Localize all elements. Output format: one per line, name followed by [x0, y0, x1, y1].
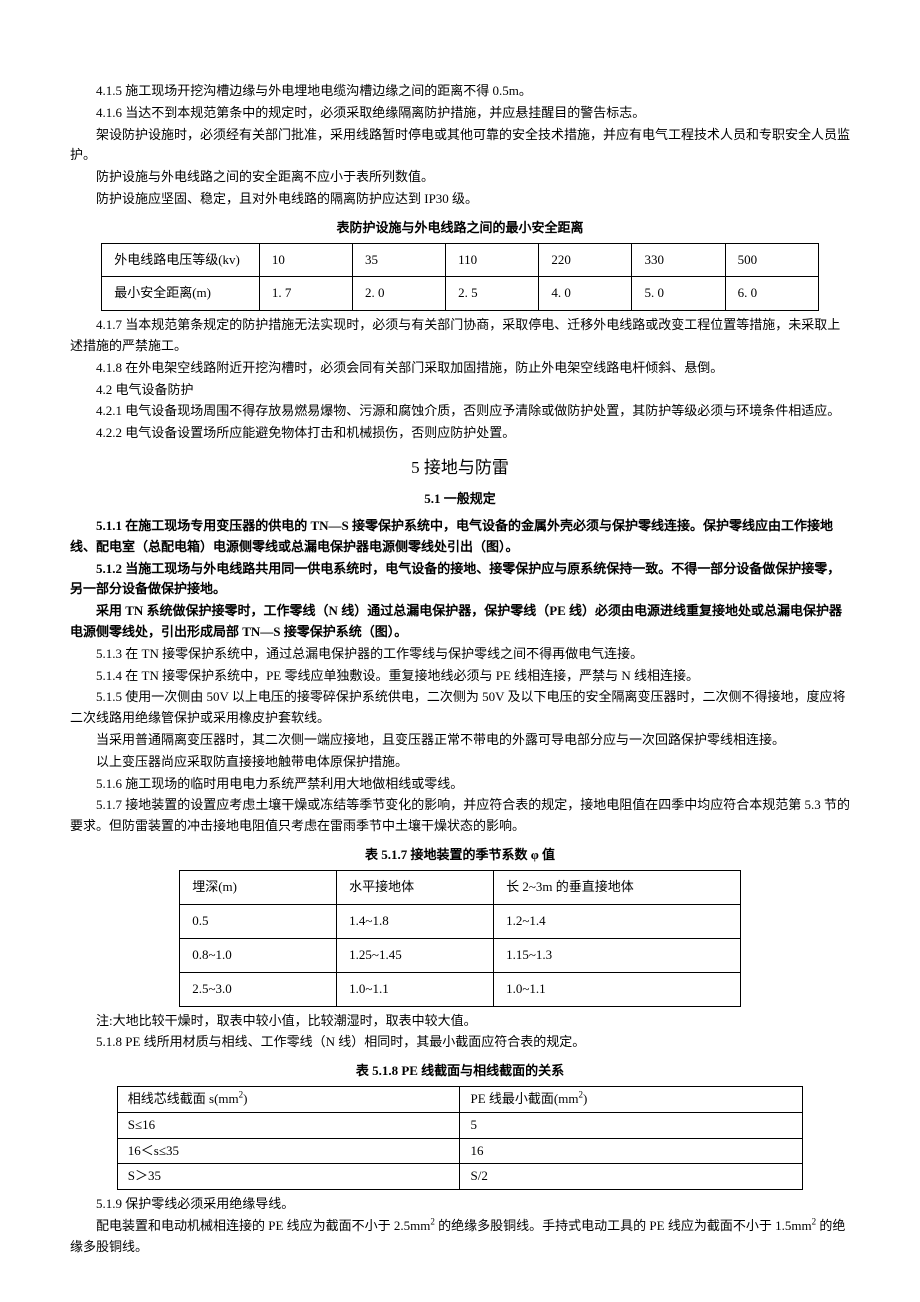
para-5-1-7: 5.1.7 接地装置的设置应考虑土壤干燥或冻结等季节变化的影响，并应符合表的规定… — [70, 795, 850, 837]
para-5-1-8: 5.1.8 PE 线所用材质与相线、工作零线（N 线）相同时，其最小截面应符合表… — [70, 1032, 850, 1053]
section-5-1-title: 5.1 一般规定 — [70, 489, 850, 510]
para-5-1-4: 5.1.4 在 TN 接零保护系统中，PE 零线应单独敷设。重复接地线必须与 P… — [70, 666, 850, 687]
para-isolation-transformer: 当采用普通隔离变压器时，其二次侧一端应接地，且变压器正常不带电的外露可导电部分应… — [70, 730, 850, 751]
para-4-1-8: 4.1.8 在外电架空线路附近开挖沟槽时，必须会同有关部门采取加固措施，防止外电… — [70, 358, 850, 379]
table-row: 0.8~1.0 1.25~1.45 1.15~1.3 — [180, 938, 741, 972]
cell: 水平接地体 — [337, 870, 494, 904]
table-safe-distance: 外电线路电压等级(kv) 10 35 110 220 330 500 最小安全距… — [101, 243, 819, 312]
para-5-1-3: 5.1.3 在 TN 接零保护系统中，通过总漏电保护器的工作零线与保护零线之间不… — [70, 644, 850, 665]
cell: S≤16 — [117, 1112, 460, 1138]
para-4-1-7: 4.1.7 当本规范第条规定的防护措施无法实现时，必须与有关部门协商，采取停电、… — [70, 315, 850, 357]
cell: 330 — [632, 243, 725, 277]
cell: 外电线路电压等级(kv) — [102, 243, 260, 277]
cell: 相线芯线截面 s(mm2) — [117, 1087, 460, 1113]
para-ip30: 防护设施应坚固、稳定，且对外电线路的隔离防护应达到 IP30 级。 — [70, 189, 850, 210]
cell: 长 2~3m 的垂直接地体 — [494, 870, 741, 904]
table-row: 相线芯线截面 s(mm2) PE 线最小截面(mm2) — [117, 1087, 802, 1113]
cell: 0.5 — [180, 904, 337, 938]
para-4-2-1: 4.2.1 电气设备现场周围不得存放易燃易爆物、污源和腐蚀介质，否则应予清除或做… — [70, 401, 850, 422]
cell: PE 线最小截面(mm2) — [460, 1087, 803, 1113]
cell: 最小安全距离(m) — [102, 277, 260, 311]
table2-title: 表 5.1.7 接地装置的季节系数 φ 值 — [70, 845, 850, 866]
cell: 2. 5 — [446, 277, 539, 311]
cell: 1.4~1.8 — [337, 904, 494, 938]
para-transformer-protection: 以上变压器尚应采取防直接接地触带电体原保护措施。 — [70, 752, 850, 773]
cell: S/2 — [460, 1164, 803, 1190]
cell: 6. 0 — [725, 277, 818, 311]
cell: 1.25~1.45 — [337, 938, 494, 972]
para-4-1-6: 4.1.6 当达不到本规范第条中的规定时，必须采取绝缘隔离防护措施，并应悬挂醒目… — [70, 103, 850, 124]
para-safe-distance: 防护设施与外电线路之间的安全距离不应小于表所列数值。 — [70, 167, 850, 188]
cell: 10 — [259, 243, 352, 277]
table-season-coefficient: 埋深(m) 水平接地体 长 2~3m 的垂直接地体 0.5 1.4~1.8 1.… — [179, 870, 741, 1007]
para-5-1-9: 5.1.9 保护零线必须采用绝缘导线。 — [70, 1194, 850, 1215]
table-row: 最小安全距离(m) 1. 7 2. 0 2. 5 4. 0 5. 0 6. 0 — [102, 277, 819, 311]
table-row: 16＜s≤35 16 — [117, 1138, 802, 1164]
para-pe-wire-spec: 配电装置和电动机械相连接的 PE 线应为截面不小于 2.5mm2 的绝缘多股铜线… — [70, 1216, 850, 1258]
cell: 1.0~1.1 — [494, 972, 741, 1006]
para-setup-protection: 架设防护设施时，必须经有关部门批准，采用线路暂时停电或其他可靠的安全技术措施，并… — [70, 125, 850, 167]
para-5-1-1: 5.1.1 在施工现场专用变压器的供电的 TN—S 接零保护系统中，电气设备的金… — [70, 516, 850, 558]
cell: 2. 0 — [353, 277, 446, 311]
table-row: 0.5 1.4~1.8 1.2~1.4 — [180, 904, 741, 938]
para-tn-system: 采用 TN 系统做保护接零时，工作零线（N 线）通过总漏电保护器，保护零线（PE… — [70, 601, 850, 643]
cell: 500 — [725, 243, 818, 277]
cell: 35 — [353, 243, 446, 277]
section-5-title: 5 接地与防雷 — [70, 454, 850, 481]
para-4-2: 4.2 电气设备防护 — [70, 380, 850, 401]
table-row: S≤16 5 — [117, 1112, 802, 1138]
para-5-1-6: 5.1.6 施工现场的临时用电电力系统严禁利用大地做相线或零线。 — [70, 774, 850, 795]
table-row: 外电线路电压等级(kv) 10 35 110 220 330 500 — [102, 243, 819, 277]
table-pe-section: 相线芯线截面 s(mm2) PE 线最小截面(mm2) S≤16 5 16＜s≤… — [117, 1086, 803, 1190]
cell: 16 — [460, 1138, 803, 1164]
cell: 5. 0 — [632, 277, 725, 311]
table-row: S＞35 S/2 — [117, 1164, 802, 1190]
cell: 1.15~1.3 — [494, 938, 741, 972]
cell: 1.2~1.4 — [494, 904, 741, 938]
cell: 0.8~1.0 — [180, 938, 337, 972]
cell: 2.5~3.0 — [180, 972, 337, 1006]
para-5-1-2: 5.1.2 当施工现场与外电线路共用同一供电系统时，电气设备的接地、接零保护应与… — [70, 559, 850, 601]
cell: 220 — [539, 243, 632, 277]
table-row: 2.5~3.0 1.0~1.1 1.0~1.1 — [180, 972, 741, 1006]
cell: 16＜s≤35 — [117, 1138, 460, 1164]
para-4-2-2: 4.2.2 电气设备设置场所应能避免物体打击和机械损伤，否则应防护处置。 — [70, 423, 850, 444]
cell: 5 — [460, 1112, 803, 1138]
para-note-dry-wet: 注:大地比较干燥时，取表中较小值，比较潮湿时，取表中较大值。 — [70, 1011, 850, 1032]
table3-title: 表 5.1.8 PE 线截面与相线截面的关系 — [70, 1061, 850, 1082]
table-row: 埋深(m) 水平接地体 长 2~3m 的垂直接地体 — [180, 870, 741, 904]
cell: 4. 0 — [539, 277, 632, 311]
para-4-1-5: 4.1.5 施工现场开挖沟槽边缘与外电埋地电缆沟槽边缘之间的距离不得 0.5m。 — [70, 81, 850, 102]
cell: 110 — [446, 243, 539, 277]
cell: S＞35 — [117, 1164, 460, 1190]
table1-title: 表防护设施与外电线路之间的最小安全距离 — [70, 218, 850, 239]
cell: 1. 7 — [259, 277, 352, 311]
cell: 埋深(m) — [180, 870, 337, 904]
cell: 1.0~1.1 — [337, 972, 494, 1006]
para-5-1-5: 5.1.5 使用一次侧由 50V 以上电压的接零碎保护系统供电，二次侧为 50V… — [70, 687, 850, 729]
